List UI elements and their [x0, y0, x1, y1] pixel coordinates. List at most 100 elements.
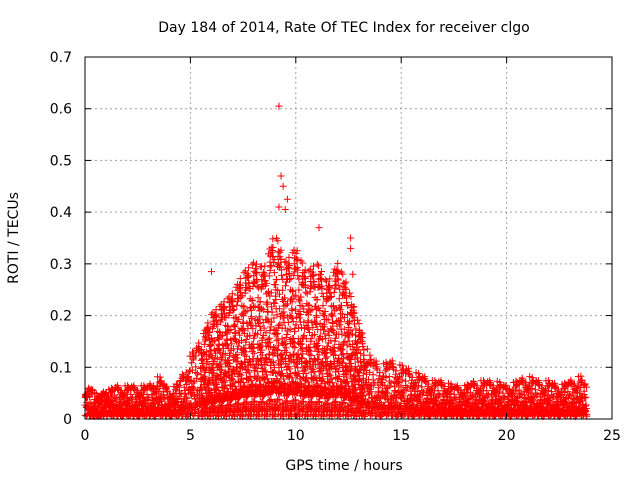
data-point: [241, 399, 249, 407]
data-point: [297, 293, 305, 301]
data-point: [267, 303, 275, 311]
data-point: [301, 266, 309, 274]
data-point: [248, 348, 256, 356]
data-point: [262, 279, 270, 287]
data-point: [352, 325, 360, 333]
data-point: [275, 203, 283, 211]
data-point: [230, 379, 238, 387]
data-point: [298, 259, 306, 267]
data-point: [250, 259, 258, 267]
data-point: [249, 398, 257, 406]
data-point: [277, 266, 285, 274]
data-point: [185, 367, 193, 375]
data-point: [153, 383, 161, 391]
data-point: [221, 369, 229, 377]
data-point: [274, 237, 282, 245]
data-point: [289, 287, 297, 295]
data-point: [260, 366, 268, 374]
data-point: [229, 376, 237, 384]
data-point: [307, 335, 315, 343]
data-point: [302, 358, 310, 366]
data-point: [344, 302, 352, 310]
data-point: [240, 302, 248, 310]
data-point: [286, 352, 294, 360]
data-point: [280, 375, 288, 383]
data-point: [261, 262, 269, 270]
data-point: [254, 294, 262, 302]
data-point: [189, 379, 197, 387]
data-point: [327, 311, 335, 319]
data-point: [274, 347, 282, 355]
data-point: [273, 329, 281, 337]
data-point: [267, 289, 275, 297]
data-point: [190, 385, 198, 393]
data-point: [306, 288, 314, 296]
data-point: [262, 329, 270, 337]
y-tick-label: 0.4: [50, 205, 72, 221]
data-point: [295, 370, 303, 378]
data-point: [265, 397, 273, 405]
data-point: [225, 356, 233, 364]
data-point: [302, 370, 310, 378]
data-point: [213, 317, 221, 325]
data-point: [305, 328, 313, 336]
data-point: [229, 302, 237, 310]
data-point: [306, 399, 314, 407]
data-point: [284, 318, 292, 326]
data-point: [299, 333, 307, 341]
data-point: [291, 396, 299, 404]
data-point: [269, 243, 277, 251]
data-point: [243, 307, 251, 315]
x-tick-label: 15: [392, 428, 410, 444]
data-point: [271, 281, 279, 289]
data-point: [89, 386, 97, 394]
data-point: [294, 351, 302, 359]
data-point: [269, 351, 277, 359]
data-point: [254, 303, 262, 311]
data-point: [228, 374, 236, 382]
data-point: [268, 248, 276, 256]
data-point: [305, 350, 313, 358]
data-point: [181, 390, 189, 398]
data-point: [275, 305, 283, 313]
data-point: [285, 270, 293, 278]
data-point: [292, 306, 300, 314]
x-tick-label: 0: [81, 428, 90, 444]
data-point: [261, 270, 269, 278]
data-point: [235, 316, 243, 324]
y-tick-label: 0.6: [50, 102, 72, 118]
data-point: [349, 270, 357, 278]
data-point: [295, 314, 303, 322]
data-point: [246, 331, 254, 339]
data-point: [279, 182, 287, 190]
data-point: [169, 390, 177, 398]
data-point: [313, 260, 321, 268]
data-point: [340, 313, 348, 321]
data-point: [304, 378, 312, 386]
data-point: [276, 320, 284, 328]
data-point: [275, 396, 283, 404]
data-point: [230, 322, 238, 330]
data-point: [282, 333, 290, 341]
data-point: [213, 372, 221, 380]
y-axis-label: ROTI / TECUs: [6, 192, 22, 284]
data-point: [265, 272, 273, 280]
data-point: [176, 393, 184, 401]
data-point: [271, 256, 279, 264]
data-point: [303, 324, 311, 332]
data-point: [192, 368, 200, 376]
data-point: [240, 326, 248, 334]
data-point: [300, 305, 308, 313]
data-point: [293, 256, 301, 264]
data-point: [192, 352, 200, 360]
data-point: [268, 358, 276, 366]
data-point: [230, 305, 238, 313]
data-point: [219, 377, 227, 385]
data-point: [288, 307, 296, 315]
data-point: [256, 298, 264, 306]
data-point: [296, 311, 304, 319]
data-point: [270, 344, 278, 352]
data-point: [237, 371, 245, 379]
data-point: [205, 360, 213, 368]
data-point: [227, 298, 235, 306]
